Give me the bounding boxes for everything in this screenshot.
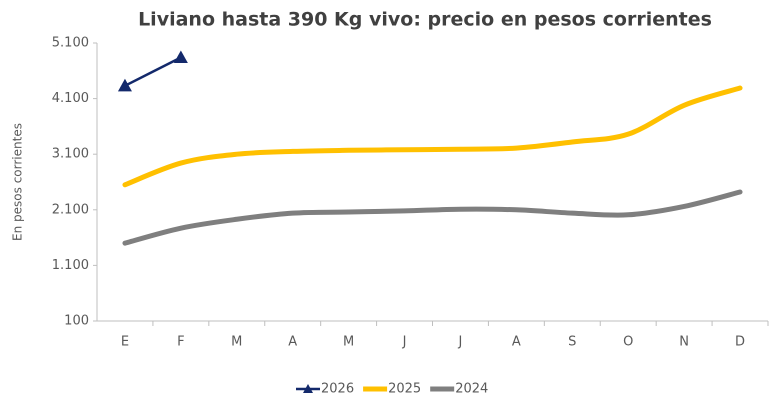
y-tick-label: 4.100: [52, 91, 89, 106]
y-tick-label: 5.100: [52, 36, 89, 51]
y-tick-label: 3.100: [52, 147, 89, 162]
legend-label: 2025: [388, 382, 421, 397]
x-tick-label: N: [679, 335, 689, 350]
y-axis-title: En pesos corrientes: [11, 123, 25, 241]
legend-label: 2026: [321, 382, 354, 397]
x-tick-label: S: [568, 335, 576, 350]
line-series: [122, 189, 743, 246]
chart-title: Liviano hasta 390 Kg vivo: precio en pes…: [138, 9, 712, 31]
x-tick-label: A: [288, 335, 297, 350]
y-tick-label: 2.100: [52, 202, 89, 217]
legend-marker: [303, 384, 313, 393]
x-tick-label: M: [231, 335, 242, 350]
marker: [173, 50, 188, 64]
marker: [117, 78, 132, 92]
y-tick-label: 100: [64, 314, 89, 329]
x-tick-label: J: [402, 335, 407, 350]
x-tick-label: O: [623, 335, 633, 350]
x-tick-label: A: [512, 335, 521, 350]
x-tick-label: J: [458, 335, 463, 350]
y-tick-label: 1.100: [52, 258, 89, 273]
legend-label: 2024: [455, 382, 488, 397]
x-tick-label: E: [121, 335, 129, 350]
x-tick-label: F: [177, 335, 184, 350]
x-tick-label: M: [343, 335, 354, 350]
x-tick-label: D: [735, 335, 745, 350]
line-series: [122, 85, 743, 188]
line-series: [123, 56, 183, 88]
